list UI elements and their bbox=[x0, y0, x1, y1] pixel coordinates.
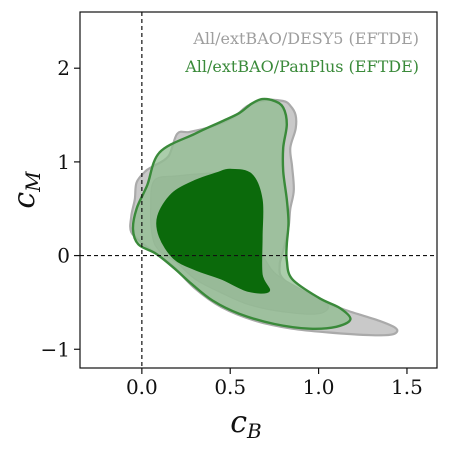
x-axis-label-main: c bbox=[230, 405, 247, 440]
contour-layer bbox=[129, 97, 399, 337]
x-tick-label: 1.5 bbox=[391, 375, 423, 399]
x-tick-label: 1.0 bbox=[303, 375, 335, 399]
y-axis-label: cM bbox=[7, 171, 45, 209]
contour-series-1-68 bbox=[156, 168, 271, 294]
y-tick-label: 2 bbox=[57, 56, 70, 80]
plot-frame bbox=[79, 11, 438, 369]
y-axis-ticks: −1 0 1 2 bbox=[41, 56, 80, 361]
y-tick-label: 0 bbox=[57, 244, 70, 268]
x-axis-label: cB bbox=[230, 405, 262, 443]
y-axis-label-sub: M bbox=[21, 171, 45, 193]
x-axis-label-sub: B bbox=[246, 419, 262, 443]
y-axis-label-main: c bbox=[7, 192, 42, 209]
legend-entry-0: All/extBAO/DESY5 (EFTDE) bbox=[192, 29, 419, 48]
reference-lines bbox=[80, 12, 437, 368]
x-axis-ticks: 0.0 0.5 1.0 1.5 bbox=[126, 368, 423, 399]
x-tick-label: 0.0 bbox=[126, 375, 158, 399]
x-tick-label: 0.5 bbox=[214, 375, 246, 399]
legend-entry-1: All/extBAO/PanPlus (EFTDE) bbox=[184, 57, 419, 76]
y-tick-label: −1 bbox=[41, 337, 70, 361]
y-tick-label: 1 bbox=[57, 150, 70, 174]
legend: All/extBAO/DESY5 (EFTDE) All/extBAO/PanPl… bbox=[184, 29, 419, 76]
